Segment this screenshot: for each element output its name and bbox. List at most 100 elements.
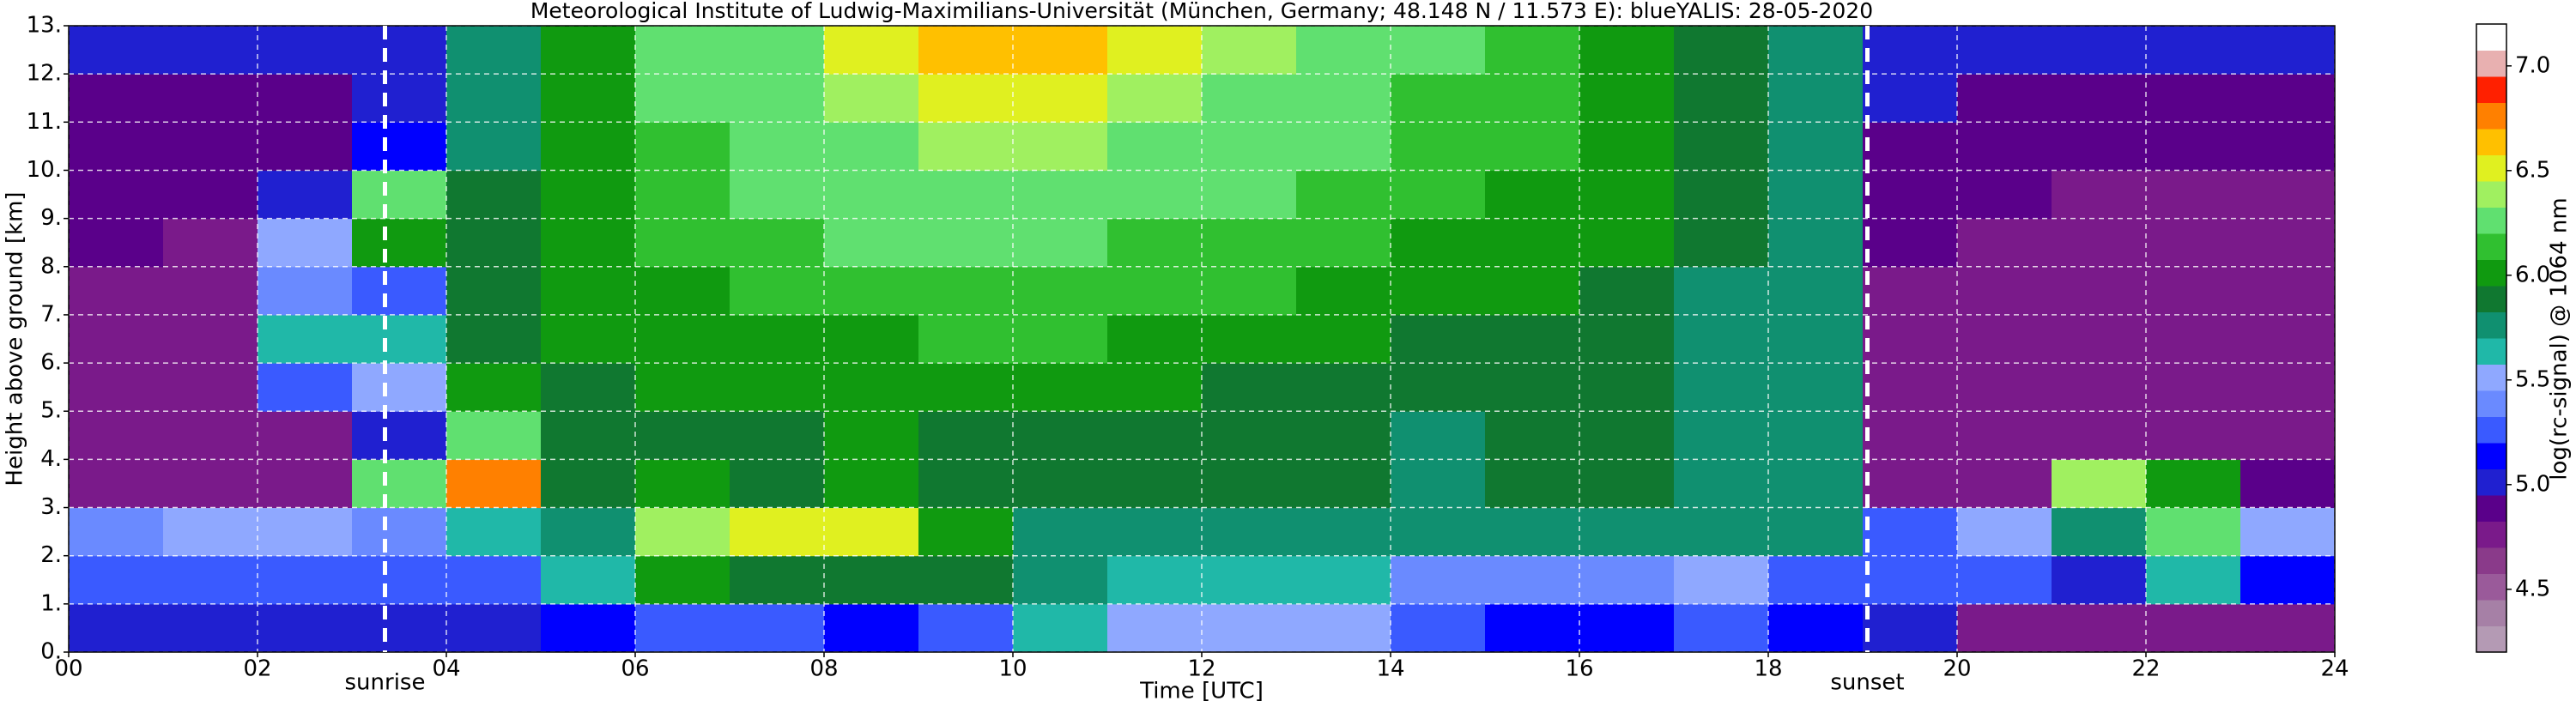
heatmap-cell <box>446 170 542 220</box>
x-tick-label: 06 <box>621 656 649 682</box>
heatmap-cell <box>1957 266 2052 316</box>
heatmap-cell <box>1107 266 1203 316</box>
heatmap-cell <box>730 507 825 557</box>
heatmap-cell <box>1863 507 1958 557</box>
heatmap-cell <box>258 603 353 653</box>
heatmap-cell <box>1674 122 1769 171</box>
heatmap-cell <box>2146 74 2241 123</box>
colorbar-swatch <box>2476 600 2506 626</box>
heatmap-cell <box>1202 314 1297 364</box>
heatmap-cell <box>446 26 542 75</box>
y-tick-label: 11. <box>27 109 62 135</box>
heatmap-cell <box>163 603 258 653</box>
heatmap-cell <box>258 170 353 220</box>
colorbar-label: log(rc-signal) @ 1064 nm <box>2547 197 2573 480</box>
heatmap-cell <box>1391 314 1486 364</box>
heatmap-cell <box>2240 26 2336 75</box>
heatmap-cell <box>635 122 730 171</box>
heatmap-cell <box>1202 170 1297 220</box>
heatmap-cell <box>2240 507 2336 557</box>
heatmap-cell <box>446 459 542 509</box>
heatmap-cell <box>1579 603 1675 653</box>
heatmap-cell <box>1579 363 1675 412</box>
heatmap-cell <box>1107 507 1203 557</box>
heatmap-cell <box>1202 411 1297 460</box>
heatmap-cell <box>1391 170 1486 220</box>
heatmap-cell <box>1579 459 1675 509</box>
heatmap-cell <box>1957 411 2052 460</box>
heatmap-cell <box>1013 603 1108 653</box>
y-tick-label: 2. <box>40 542 62 568</box>
heatmap-cell <box>69 459 164 509</box>
y-tick-label: 10. <box>27 157 62 183</box>
colorbar-swatch <box>2476 24 2506 51</box>
heatmap-cell <box>918 363 1014 412</box>
heatmap-cell <box>918 507 1014 557</box>
heatmap-cell <box>1768 555 1864 605</box>
heatmap-cell <box>1674 459 1769 509</box>
colorbar-swatch <box>2476 547 2506 574</box>
heatmap-cell <box>1107 170 1203 220</box>
heatmap-cell <box>163 170 258 220</box>
heatmap-cell <box>1957 74 2052 123</box>
heatmap-cell <box>1863 603 1958 653</box>
heatmap-cell <box>1107 122 1203 171</box>
y-tick-label: 7. <box>40 301 62 327</box>
heatmap-cell <box>1013 314 1108 364</box>
heatmap-cell <box>1957 603 2052 653</box>
heatmap-cell <box>2146 459 2241 509</box>
colorbar-tick-label: 5.5 <box>2515 366 2550 392</box>
heatmap-cell <box>163 26 258 75</box>
heatmap-cell <box>352 170 447 220</box>
heatmap-cell <box>1391 122 1486 171</box>
y-tick-label: 4. <box>40 446 62 472</box>
heatmap-cell <box>1579 170 1675 220</box>
heatmap-cell <box>730 314 825 364</box>
heatmap-cell <box>2052 122 2147 171</box>
heatmap-cell <box>2052 363 2147 412</box>
heatmap-cell <box>918 170 1014 220</box>
heatmap-cell <box>1579 266 1675 316</box>
colorbar-swatch <box>2476 207 2506 234</box>
heatmap-cell <box>1296 266 1391 316</box>
heatmap-cell <box>918 411 1014 460</box>
heatmap-cell <box>1674 314 1769 364</box>
heatmap-cell <box>1013 74 1108 123</box>
heatmap-cell <box>1391 603 1486 653</box>
heatmap-cell <box>1674 507 1769 557</box>
heatmap-cell <box>1863 218 1958 268</box>
heatmap-cell <box>1768 266 1864 316</box>
heatmap-cell <box>918 74 1014 123</box>
heatmap-cell <box>2146 122 2241 171</box>
heatmap-cell <box>1674 603 1769 653</box>
heatmap-cell <box>1957 26 2052 75</box>
x-tick-label: 08 <box>809 656 838 682</box>
heatmap-cell <box>730 363 825 412</box>
colorbar-swatch <box>2476 181 2506 208</box>
heatmap-cell <box>730 74 825 123</box>
heatmap-cell <box>446 555 542 605</box>
heatmap-cell <box>635 266 730 316</box>
heatmap-cell <box>1296 218 1391 268</box>
heatmap-cell <box>1485 411 1580 460</box>
heatmap-cell <box>1107 555 1203 605</box>
heatmap-cell <box>918 122 1014 171</box>
heatmap-cell <box>2052 26 2147 75</box>
heatmap-cell <box>1957 122 2052 171</box>
heatmap-cell <box>730 26 825 75</box>
y-tick-label: 12. <box>27 61 62 87</box>
heatmap-cell <box>1768 74 1864 123</box>
colorbar-tick-label: 6.0 <box>2515 262 2550 287</box>
heatmap-cell <box>635 170 730 220</box>
heatmap-cell <box>1013 507 1108 557</box>
heatmap-cell <box>1107 603 1203 653</box>
annotation-label: sunrise <box>345 670 426 696</box>
heatmap-cell <box>1674 218 1769 268</box>
heatmap-cell <box>918 266 1014 316</box>
heatmap-cell <box>635 74 730 123</box>
chart-title: Meteorological Institute of Ludwig-Maxim… <box>530 0 1873 23</box>
heatmap-cell <box>918 218 1014 268</box>
heatmap-cell <box>69 411 164 460</box>
heatmap-cell <box>1391 411 1486 460</box>
